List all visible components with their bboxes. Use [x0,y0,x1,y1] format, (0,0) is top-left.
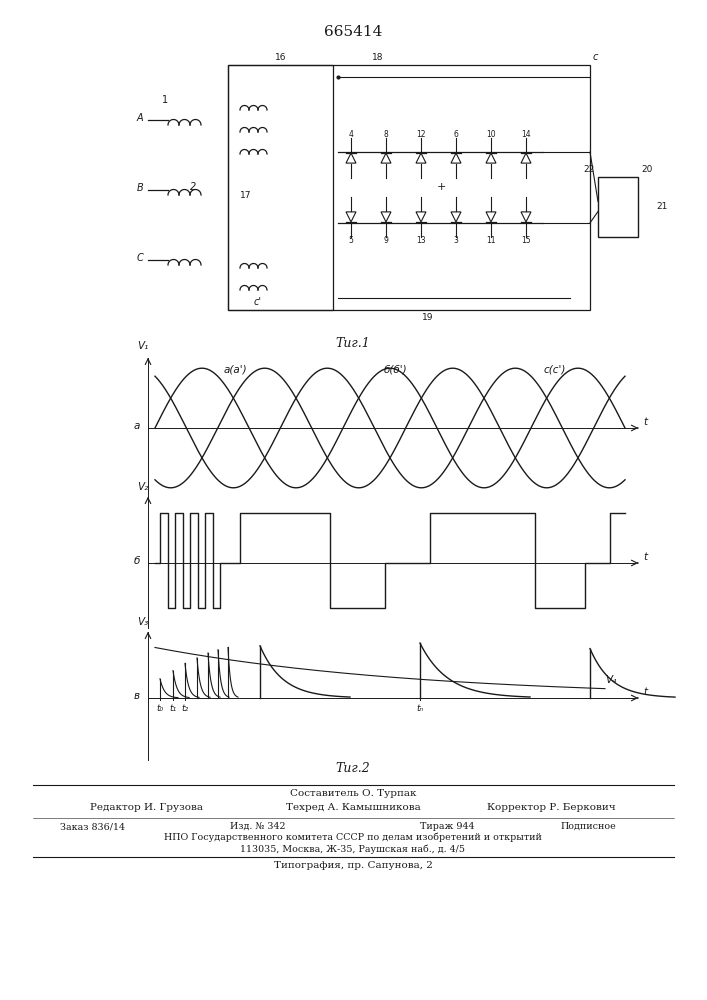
Text: а: а [134,421,140,431]
Text: t: t [643,417,647,427]
Text: 13: 13 [416,236,426,245]
Text: 12: 12 [416,130,426,139]
Text: 5: 5 [349,236,354,245]
Text: Типография, пр. Сапунова, 2: Типография, пр. Сапунова, 2 [274,861,433,870]
Text: t₀: t₀ [156,704,163,713]
Text: 14: 14 [521,130,531,139]
Text: 6: 6 [454,130,458,139]
Text: 18: 18 [373,53,384,62]
Text: 16: 16 [275,53,286,62]
Text: V₁: V₁ [137,341,148,351]
Text: V₄: V₄ [605,675,617,685]
Text: c': c' [254,297,262,307]
Text: 10: 10 [486,130,496,139]
Text: a(a'): a(a') [223,365,247,375]
Text: Подписное: Подписное [560,822,616,831]
Text: Корректор Р. Беркович: Корректор Р. Беркович [487,803,616,812]
Bar [228,65,333,310]
Text: 19: 19 [422,313,434,322]
Text: 4: 4 [349,130,354,139]
Text: 9: 9 [384,236,388,245]
Text: Техред А. Камышникова: Техред А. Камышникова [286,803,421,812]
Text: 22: 22 [584,164,595,174]
Text: 17: 17 [240,190,252,200]
Text: 20: 20 [641,164,653,174]
Text: t₁: t₁ [170,704,177,713]
Text: C: C [136,253,143,263]
Bar [598,176,638,236]
Text: 21: 21 [656,202,667,211]
Text: t: t [643,687,647,697]
Text: Заказ 836/14: Заказ 836/14 [60,822,125,831]
Text: Τиг.2: Τиг.2 [336,762,370,775]
Text: б(б'): б(б') [383,365,407,375]
Text: Составитель О. Турпак: Составитель О. Турпак [290,789,416,798]
Text: 15: 15 [521,236,531,245]
Text: 665414: 665414 [324,25,382,39]
Text: t: t [643,552,647,562]
Text: t₂: t₂ [182,704,189,713]
Text: +: + [436,182,445,192]
Text: Редактор И. Грузова: Редактор И. Грузова [90,803,203,812]
Text: б: б [134,556,140,566]
Text: Τиг.1: Τиг.1 [336,337,370,350]
Text: в: в [134,691,140,701]
Text: Изд. № 342: Изд. № 342 [230,822,286,831]
Text: НПО Государственного комитета СССР по делам изобретений и открытий: НПО Государственного комитета СССР по де… [164,833,542,842]
Text: c: c [593,52,598,62]
Text: 3: 3 [454,236,458,245]
Text: 1: 1 [162,95,168,105]
Text: B: B [136,183,143,193]
Text: 8: 8 [384,130,388,139]
Text: tₙ: tₙ [416,704,423,713]
Text: V₂: V₂ [137,482,148,492]
Text: 113035, Москва, Ж-35, Раушская наб., д. 4/5: 113035, Москва, Ж-35, Раушская наб., д. … [240,844,465,854]
Text: 11: 11 [486,236,496,245]
Text: Тираж 944: Тираж 944 [420,822,474,831]
Text: A: A [136,113,143,123]
Bar [228,65,590,310]
Text: V₃: V₃ [137,617,148,627]
Text: 2: 2 [190,182,196,192]
Text: c(c'): c(c') [544,365,566,375]
